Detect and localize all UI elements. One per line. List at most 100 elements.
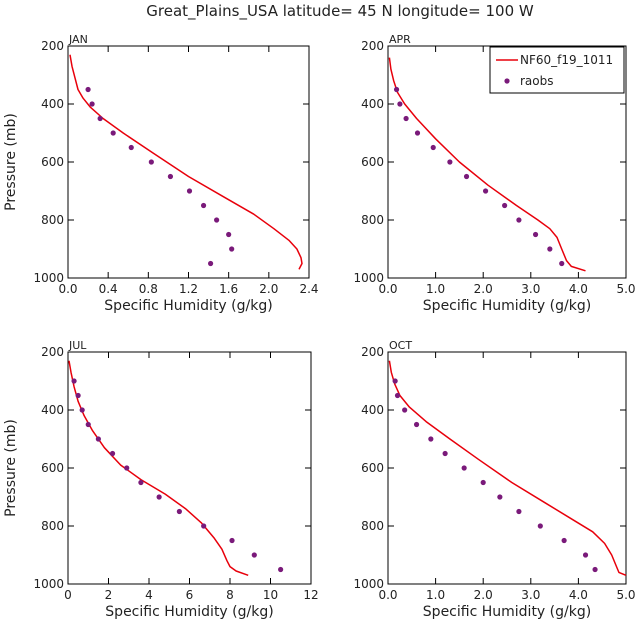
raobs-point-oct [413, 421, 420, 428]
x-tick-label-jan: 2.0 [259, 282, 278, 296]
y-tick-label-oct: 1000 [353, 577, 384, 591]
y-tick-label-jul: 600 [41, 461, 64, 475]
raobs-point-jul [79, 407, 85, 413]
raobs-point-jul [229, 537, 235, 544]
raobs-point-jan [128, 144, 134, 151]
raobs-point-oct [582, 552, 589, 558]
x-tick-label-jan: 1.6 [219, 282, 238, 296]
x-tick-label-jul: 6 [186, 588, 194, 602]
x-tick-label-jan: 0.0 [58, 282, 77, 296]
panel-title-apr: APR [389, 33, 411, 46]
x-tick-label-jul: 2 [105, 588, 113, 602]
model-series-line-jul [68, 360, 249, 577]
y-tick-label-apr: 200 [361, 39, 384, 53]
raobs-point-jul [85, 421, 91, 428]
raobs-point-jul [156, 494, 162, 500]
legend-obs-swatch [504, 78, 510, 84]
raobs-point-jul [124, 465, 130, 471]
raobs-point-jul [138, 479, 144, 486]
raobs-point-apr [393, 86, 400, 93]
x-axis-label-jul: Specific Humidity (g/kg) [105, 604, 273, 620]
y-tick-label-jul: 1000 [33, 577, 64, 591]
x-tick-label-apr: 4.0 [569, 282, 588, 296]
raobs-point-apr [403, 115, 409, 122]
y-tick-label-apr: 1000 [353, 271, 384, 285]
x-axis-label-jan: Specific Humidity (g/kg) [104, 298, 272, 314]
y-tick-label-oct: 600 [361, 461, 384, 475]
panel-oct: OCT 0.0 1.0 2.0 3.0 4.0 5.0 200 400 600 800 1000 Spe… [353, 339, 635, 620]
y-tick-label-jan: 400 [41, 97, 64, 111]
raobs-point-jan [186, 188, 193, 194]
x-tick-label-jul: 12 [303, 588, 318, 602]
plot-frame-jan [67, 45, 310, 279]
raobs-point-oct [592, 566, 598, 573]
raobs-point-jan [167, 173, 174, 180]
raobs-point-oct [561, 537, 567, 544]
x-tick-label-jul: 4 [145, 588, 153, 602]
y-axis-label-jul: Pressure (mb) [3, 419, 19, 517]
legend-obs-label: raobs [520, 74, 554, 88]
raobs-point-jan [226, 231, 232, 238]
x-tick-label-jan: 1.2 [179, 282, 198, 296]
raobs-point-oct [392, 378, 398, 384]
raobs-point-jan [148, 159, 154, 165]
raobs-point-apr [547, 246, 553, 252]
y-tick-label-oct: 400 [361, 403, 384, 417]
y-tick-label-jan: 200 [41, 39, 64, 53]
x-tick-label-oct: 0.0 [378, 588, 397, 602]
y-tick-label-oct: 800 [361, 519, 384, 533]
raobs-point-oct [537, 523, 543, 529]
model-series-line-oct [388, 360, 627, 576]
raobs-point-oct [442, 450, 448, 457]
y-tick-label-apr: 600 [361, 155, 384, 169]
x-tick-label-jan: 0.4 [99, 282, 118, 296]
raobs-point-jul [95, 436, 101, 442]
y-tick-label-jan: 600 [41, 155, 64, 169]
panel-jan: JAN 0.0 0.4 0.8 1.2 1.6 2.0 2.4 200 400 600 800 1000… [3, 33, 319, 314]
raobs-point-jul [201, 523, 207, 529]
raobs-point-jan [200, 202, 207, 209]
y-axis-label-jan: Pressure (mb) [3, 113, 19, 211]
raobs-point-apr [502, 202, 508, 209]
raobs-point-jan [207, 260, 214, 267]
raobs-point-jan [89, 101, 95, 107]
x-tick-label-apr: 5.0 [616, 282, 635, 296]
y-tick-label-jan: 1000 [33, 271, 64, 285]
panel-jul: JUL 0 2 4 6 8 10 12 200 400 600 800 1000 Specific Hum… [3, 339, 319, 620]
raobs-point-jan [214, 217, 220, 223]
raobs-point-jan [85, 86, 91, 93]
x-axis-label-oct: Specific Humidity (g/kg) [423, 604, 591, 620]
x-tick-label-jul: 10 [263, 588, 278, 602]
raobs-point-jul [278, 566, 284, 573]
panel-title-oct: OCT [389, 339, 412, 352]
raobs-point-jan [97, 115, 103, 122]
raobs-point-oct [428, 436, 434, 442]
raobs-point-jul [71, 378, 77, 384]
x-tick-label-apr: 2.0 [474, 282, 493, 296]
y-tick-label-apr: 400 [361, 97, 384, 111]
x-tick-label-oct: 4.0 [569, 588, 588, 602]
raobs-point-jul [109, 450, 116, 457]
raobs-point-oct [402, 407, 408, 413]
raobs-point-jul [251, 552, 257, 558]
x-tick-label-oct: 5.0 [616, 588, 635, 602]
raobs-point-apr [430, 144, 436, 151]
panel-title-jul: JUL [68, 339, 87, 352]
y-tick-label-jul: 400 [41, 403, 64, 417]
raobs-point-jan [110, 130, 116, 136]
legend-model-label: NF60_f19_1011 [520, 53, 613, 67]
plot-frame-oct [387, 351, 627, 585]
x-tick-label-apr: 0.0 [378, 282, 397, 296]
x-tick-label-apr: 3.0 [521, 282, 540, 296]
model-series-line-jan [69, 54, 303, 270]
y-tick-label-jul: 200 [41, 345, 64, 359]
x-tick-label-jan: 0.8 [139, 282, 158, 296]
raobs-point-apr [482, 188, 489, 194]
raobs-point-apr [463, 173, 470, 180]
y-tick-label-jul: 800 [41, 519, 64, 533]
raobs-point-oct [461, 465, 467, 471]
raobs-point-apr [414, 130, 421, 136]
x-tick-label-oct: 2.0 [474, 588, 493, 602]
